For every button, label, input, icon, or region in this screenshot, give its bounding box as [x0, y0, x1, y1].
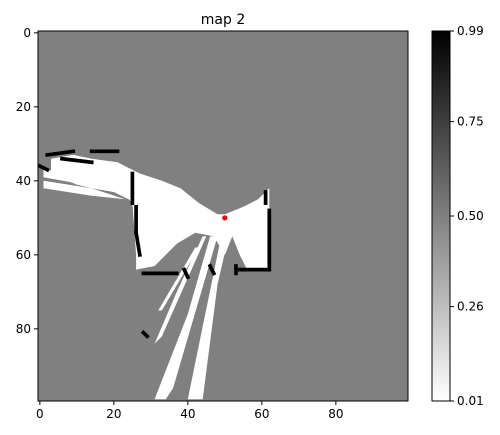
colorbar-tick-label: 0.01 — [457, 394, 484, 408]
colorbar-tick-label: 0.75 — [457, 115, 484, 129]
x-tick-label: 40 — [180, 407, 195, 421]
occupied-cells-layer — [37, 149, 272, 339]
y-tick-label: 20 — [16, 100, 31, 114]
colorbar: 0.99 0.75 0.50 0.26 0.01 — [431, 24, 484, 408]
colorbar-tick-label: 0.99 — [457, 24, 484, 38]
free-region-5 — [187, 236, 229, 400]
x-tick-label: 20 — [106, 407, 121, 421]
occupied-wall-14 — [140, 329, 150, 339]
y-axis: 0 20 40 60 80 — [16, 26, 38, 336]
plot-frame — [37, 30, 409, 402]
occupied-wall-5 — [133, 230, 142, 258]
free-region-1 — [43, 169, 129, 196]
x-tick-label: 80 — [328, 407, 343, 421]
chart-title: map 2 — [201, 12, 245, 28]
plot-area — [37, 30, 409, 402]
colorbar-ticks: 0.99 0.75 0.50 0.26 0.01 — [450, 24, 484, 408]
colorbar-tick-label: 0.26 — [457, 300, 484, 314]
y-tick-label: 60 — [16, 248, 31, 262]
occupied-wall-0 — [45, 149, 76, 157]
y-tick-label: 40 — [16, 174, 31, 188]
y-tick-label: 0 — [23, 26, 31, 40]
robot-marker-layer — [222, 215, 228, 221]
occupied-wall-7 — [181, 267, 191, 280]
occupied-wall-13 — [37, 163, 50, 173]
colorbar-tick-label: 0.50 — [457, 209, 484, 223]
occupied-wall-8 — [207, 263, 217, 276]
x-tick-label: 0 — [36, 407, 44, 421]
free-region-2 — [43, 180, 125, 200]
y-tick-label: 80 — [16, 322, 31, 336]
x-tick-label: 60 — [254, 407, 269, 421]
robot-position-marker — [222, 215, 228, 221]
occupied-wall-2 — [59, 156, 94, 165]
free-space-layer — [43, 154, 270, 400]
free-region-3 — [154, 236, 218, 400]
x-axis: 0 20 40 60 80 — [36, 401, 343, 421]
free-region-4 — [154, 236, 207, 344]
free-region-6 — [158, 247, 199, 311]
colorbar-gradient — [431, 30, 451, 402]
